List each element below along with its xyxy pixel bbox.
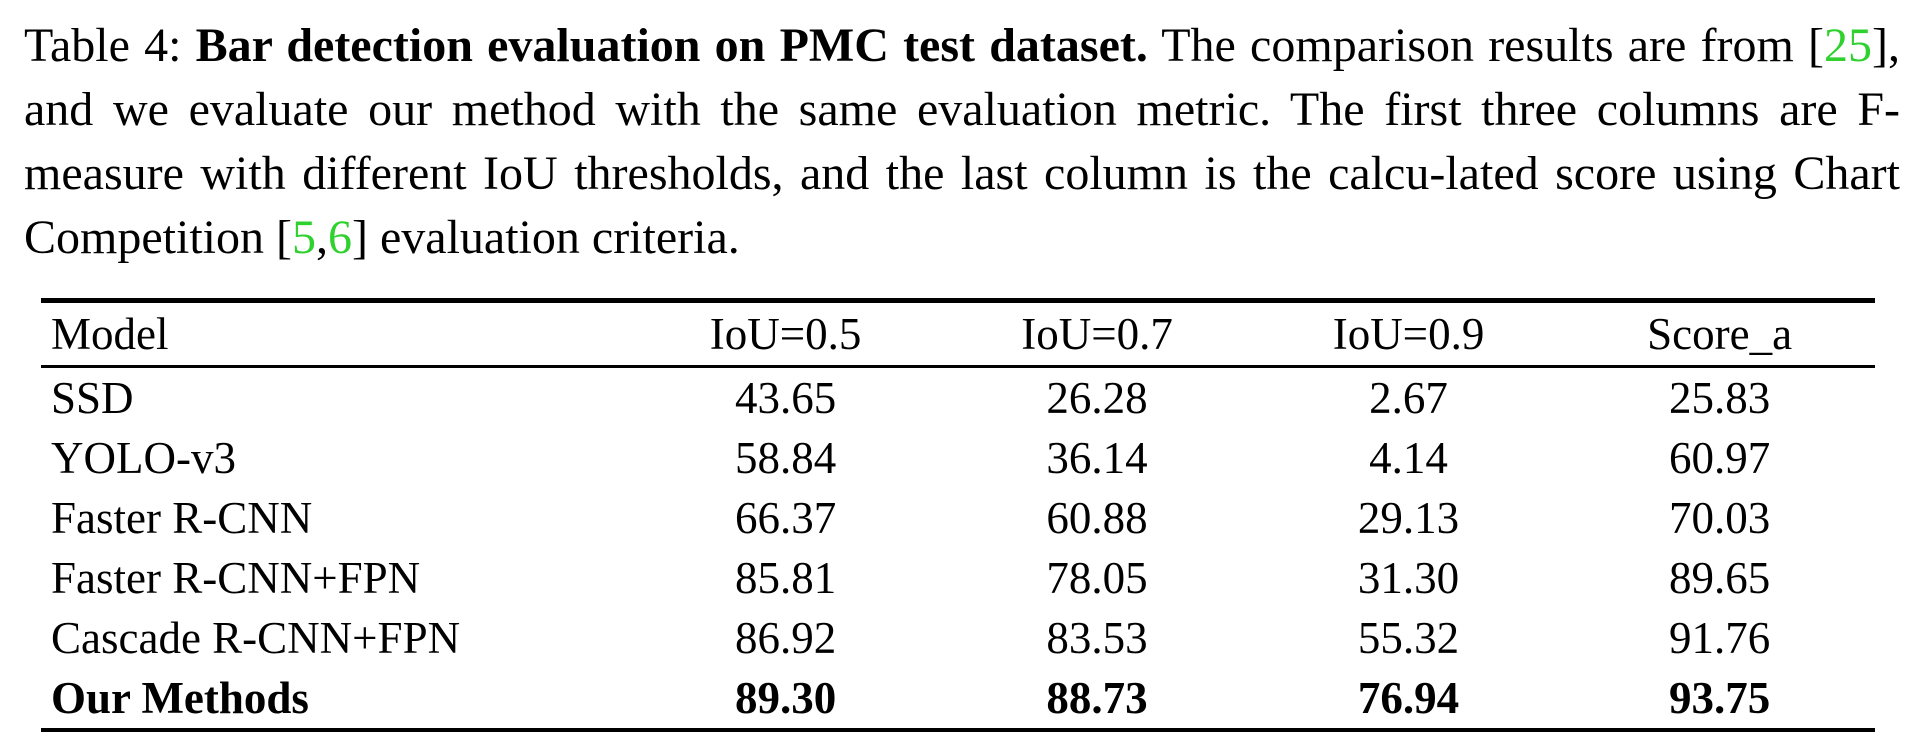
cell-model: Our Methods <box>51 673 309 723</box>
cell-iou-0-9: 4.14 <box>1369 433 1448 483</box>
table-row: Faster R-CNN 66.37 60.88 29.13 70.03 <box>41 488 1875 548</box>
cell-iou-0-9: 29.13 <box>1357 493 1460 543</box>
citation-link-5[interactable]: 5 <box>291 211 316 264</box>
cell-iou-0-5: 86.92 <box>734 613 837 663</box>
cell-iou-0-9: 2.67 <box>1369 373 1448 423</box>
table-row: Cascade R-CNN+FPN 86.92 83.53 55.32 91.7… <box>41 608 1875 668</box>
header-model: Model <box>51 309 169 359</box>
table-row-best: Our Methods 89.30 88.73 76.94 93.75 <box>41 668 1875 730</box>
table-caption: Table 4: Bar detection evaluation on PMC… <box>24 14 1900 270</box>
cell-score-a: 89.65 <box>1669 553 1771 603</box>
cell-model: Faster R-CNN+FPN <box>51 553 421 603</box>
caption-text-3: ] evaluation criteria. <box>351 211 740 264</box>
cell-iou-0-7: 78.05 <box>1046 553 1148 603</box>
cell-iou-0-7: 36.14 <box>1046 433 1148 483</box>
cell-iou-0-5: 66.37 <box>734 493 837 543</box>
caption-text-2: ], and we evaluate our method with the s… <box>24 19 1900 264</box>
citation-link-25[interactable]: 25 <box>1824 19 1873 72</box>
results-table-container: Model IoU=0.5 IoU=0.7 IoU=0.9 Score_a SS… <box>41 298 1875 732</box>
table-row: SSD 43.65 26.28 2.67 25.83 <box>41 367 1875 429</box>
cell-score-a: 60.97 <box>1669 433 1771 483</box>
table-row: YOLO-v3 58.84 36.14 4.14 60.97 <box>41 428 1875 488</box>
results-table: Model IoU=0.5 IoU=0.7 IoU=0.9 Score_a SS… <box>41 298 1875 732</box>
cell-iou-0-7: 88.73 <box>1046 673 1148 723</box>
cell-score-a: 91.76 <box>1669 613 1771 663</box>
caption-label: Table 4: <box>24 19 182 72</box>
table-header-row: Model IoU=0.5 IoU=0.7 IoU=0.9 Score_a <box>41 300 1875 367</box>
header-score-a: Score_a <box>1647 309 1793 359</box>
cell-iou-0-7: 60.88 <box>1046 493 1148 543</box>
cell-iou-0-5: 43.65 <box>734 373 837 423</box>
cell-model: SSD <box>51 373 134 423</box>
citation-link-6[interactable]: 6 <box>327 211 352 264</box>
cell-iou-0-5: 89.30 <box>734 673 837 723</box>
header-iou-0-9: IoU=0.9 <box>1332 309 1485 359</box>
header-iou-0-5: IoU=0.5 <box>709 309 862 359</box>
header-iou-0-7: IoU=0.7 <box>1021 309 1173 359</box>
cell-score-a: 93.75 <box>1669 673 1771 723</box>
cell-score-a: 70.03 <box>1669 493 1771 543</box>
cell-model: Cascade R-CNN+FPN <box>51 613 461 663</box>
cell-iou-0-9: 76.94 <box>1357 673 1460 723</box>
caption-text-1: The comparison results are from [ <box>1161 19 1825 72</box>
cell-iou-0-7: 83.53 <box>1046 613 1148 663</box>
cell-iou-0-7: 26.28 <box>1046 373 1148 423</box>
cell-iou-0-5: 58.84 <box>734 433 837 483</box>
cell-score-a: 25.83 <box>1669 373 1771 423</box>
caption-title: Bar detection evaluation on PMC test dat… <box>195 19 1148 72</box>
cell-iou-0-5: 85.81 <box>734 553 837 603</box>
citation-separator: , <box>315 211 328 264</box>
cell-iou-0-9: 55.32 <box>1357 613 1460 663</box>
cell-model: Faster R-CNN <box>51 493 313 543</box>
cell-iou-0-9: 31.30 <box>1357 553 1460 603</box>
table-row: Faster R-CNN+FPN 85.81 78.05 31.30 89.65 <box>41 548 1875 608</box>
cell-model: YOLO-v3 <box>51 433 236 483</box>
